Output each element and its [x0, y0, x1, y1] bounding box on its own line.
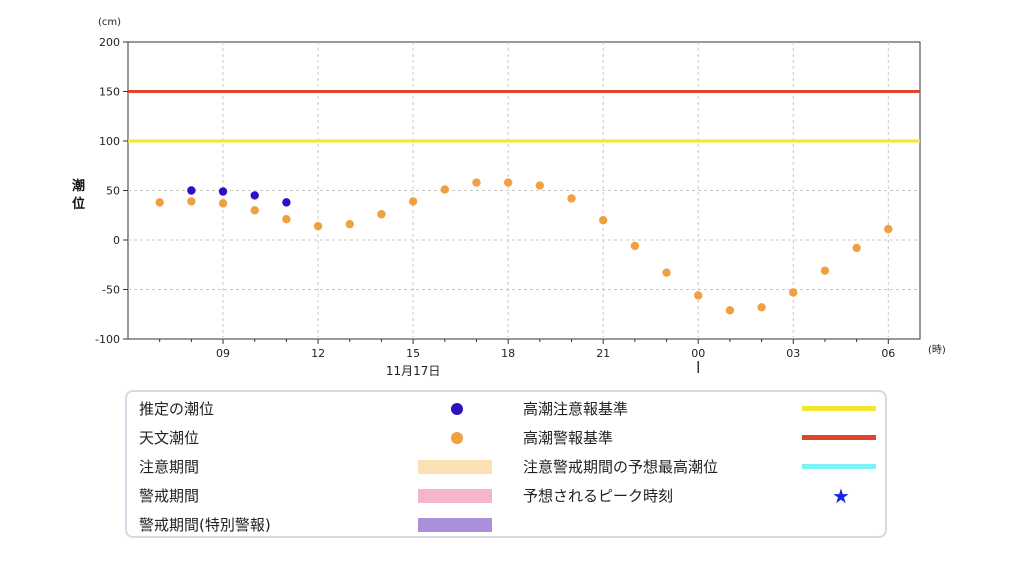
x-tick-label: 06 [881, 347, 895, 360]
legend-item: 警戒期間 [139, 485, 509, 507]
data-point [440, 185, 449, 194]
y-tick-label: 50 [106, 185, 120, 198]
legend-label: 天文潮位 [139, 429, 200, 447]
legend-bar-symbol [418, 460, 492, 474]
legend-item: 予想されるピーク時刻 ★ [523, 485, 875, 507]
data-point [313, 221, 323, 231]
data-point [218, 187, 228, 196]
y-tick-label: 150 [99, 86, 120, 99]
data-point [694, 291, 703, 300]
grid-lines [128, 42, 920, 339]
legend-bar-symbol [418, 518, 492, 532]
y-axis-label-part2: 位 [72, 196, 85, 212]
star-icon: ★ [832, 484, 850, 508]
data-point [630, 241, 640, 251]
data-point [725, 306, 735, 315]
x-tick-label: 12 [311, 347, 325, 360]
legend-item: 注意警戒期間の予想最高潮位 [523, 456, 876, 478]
data-point [472, 178, 481, 187]
data-point [250, 206, 259, 215]
legend-line-symbol [802, 435, 876, 440]
data-point [852, 243, 861, 253]
data-point [567, 194, 576, 203]
data-point [282, 198, 291, 207]
data-point [187, 186, 196, 195]
data-point [377, 210, 386, 219]
data-point [155, 198, 164, 207]
legend-label: 注意警戒期間の予想最高潮位 [523, 458, 719, 476]
x-tick-label: 09 [216, 347, 230, 360]
data-point [345, 219, 354, 229]
x-tick-label: 00 [691, 347, 705, 360]
data-point [218, 199, 228, 208]
threshold-lines [128, 90, 920, 143]
legend-label: 高潮注意報基準 [523, 400, 629, 418]
legend-item: 高潮警報基準 [523, 427, 876, 449]
y-tick-label: -100 [95, 333, 120, 346]
legend: 推定の潮位天文潮位注意期間警戒期間警戒期間(特別警報) 高潮注意報基準 高潮警報基準… [125, 390, 887, 538]
data-point [408, 197, 418, 206]
legend-label: 警戒期間(特別警報) [139, 516, 271, 534]
legend-item: 警戒期間(特別警報) [139, 514, 509, 536]
x-tick-label: 15 [406, 347, 420, 360]
data-point [789, 288, 798, 297]
y-unit-label: (cm) [98, 17, 121, 28]
x-unit-label: (時) [928, 344, 946, 356]
y-tick-label: 0 [113, 234, 120, 247]
legend-label: 予想されるピーク時刻 [523, 487, 674, 505]
data-point [503, 178, 513, 187]
legend-label: 推定の潮位 [139, 400, 215, 418]
legend-line-symbol [802, 406, 876, 411]
legend-bar-symbol [418, 489, 492, 503]
legend-label: 注意期間 [139, 458, 200, 476]
tide-chart: 200 150 100 50 0 -50 -100 09 12 15 18 21 00 03 06 (cm)… [72, 17, 946, 378]
y-tick-label: 200 [99, 36, 120, 49]
legend-item: 注意期間 [139, 456, 509, 478]
data-points [155, 178, 893, 315]
data-point [820, 266, 830, 275]
data-point [250, 191, 259, 200]
y-tick-label: 100 [99, 135, 120, 148]
legend-dot-symbol [451, 432, 463, 444]
legend-label: 警戒期間 [139, 487, 200, 505]
data-point [187, 197, 196, 206]
x-tick-label: 21 [596, 347, 610, 360]
legend-item: 高潮注意報基準 [523, 398, 876, 420]
legend-item: 推定の潮位 [139, 398, 509, 420]
data-point [757, 303, 766, 312]
legend-item: 天文潮位 [139, 427, 509, 449]
legend-dot-symbol [451, 403, 463, 415]
data-point [282, 215, 291, 224]
data-point [884, 224, 893, 234]
data-point [599, 216, 608, 225]
x-tick-label: 03 [786, 347, 800, 360]
y-tick-label: -50 [102, 284, 120, 297]
y-axis-label-part1: 潮 [72, 178, 85, 194]
data-point [662, 268, 671, 277]
axes: 200 150 100 50 0 -50 -100 09 12 15 18 21 00 03 06 [95, 36, 895, 373]
x-tick-label: 18 [501, 347, 515, 360]
legend-label: 高潮警報基準 [523, 429, 614, 447]
legend-line-symbol [802, 464, 876, 469]
date-label: 11月17日 [386, 364, 441, 378]
data-point [535, 181, 545, 190]
